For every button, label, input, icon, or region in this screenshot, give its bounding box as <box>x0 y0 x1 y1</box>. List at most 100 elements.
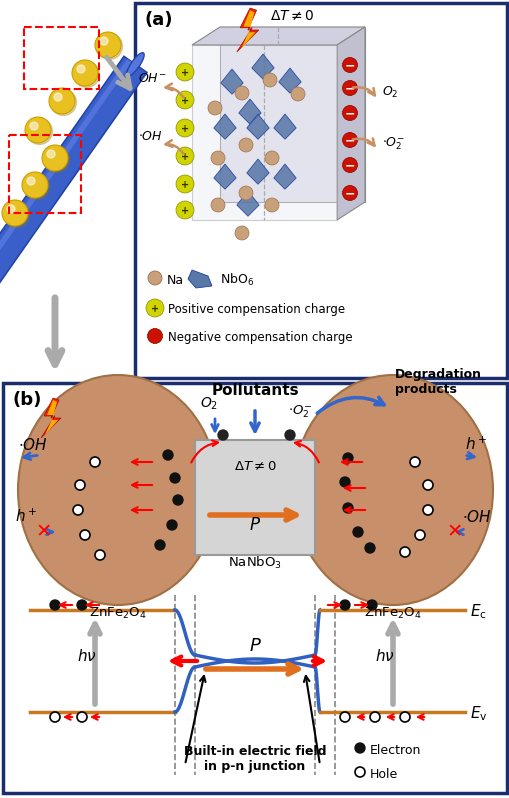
Text: $E_{\rm c}$: $E_{\rm c}$ <box>469 602 486 622</box>
Circle shape <box>26 118 52 144</box>
Circle shape <box>77 65 85 73</box>
Circle shape <box>263 73 276 87</box>
Circle shape <box>54 93 62 101</box>
Text: +: + <box>181 206 189 216</box>
Circle shape <box>342 132 357 148</box>
Text: +: + <box>151 304 159 314</box>
Circle shape <box>155 540 165 550</box>
Text: $h\nu$: $h\nu$ <box>374 648 394 664</box>
Circle shape <box>176 175 193 193</box>
Circle shape <box>50 712 60 722</box>
Circle shape <box>342 185 357 200</box>
Circle shape <box>399 712 409 722</box>
Polygon shape <box>273 164 296 189</box>
Polygon shape <box>191 27 364 45</box>
Text: +: + <box>181 152 189 162</box>
Circle shape <box>208 101 221 115</box>
Polygon shape <box>45 400 58 435</box>
Circle shape <box>176 63 193 81</box>
Text: $P$: $P$ <box>248 516 261 534</box>
Circle shape <box>100 37 108 45</box>
Circle shape <box>235 226 248 240</box>
Circle shape <box>211 198 224 212</box>
Circle shape <box>7 205 15 213</box>
Circle shape <box>369 712 379 722</box>
Circle shape <box>77 712 87 722</box>
Circle shape <box>25 117 51 143</box>
Text: $P$: $P$ <box>248 637 261 655</box>
Circle shape <box>80 530 90 540</box>
Circle shape <box>399 547 409 557</box>
Circle shape <box>291 87 304 101</box>
Circle shape <box>73 505 83 515</box>
Polygon shape <box>0 59 132 283</box>
Circle shape <box>4 202 30 227</box>
Ellipse shape <box>18 375 217 605</box>
Ellipse shape <box>126 53 144 76</box>
Circle shape <box>163 450 173 460</box>
Circle shape <box>422 505 432 515</box>
Circle shape <box>265 151 278 165</box>
Circle shape <box>285 430 294 440</box>
Circle shape <box>148 271 162 285</box>
Text: $h\nu$: $h\nu$ <box>77 648 97 664</box>
Circle shape <box>42 145 68 171</box>
Text: −: − <box>344 160 355 172</box>
Circle shape <box>340 477 349 487</box>
Circle shape <box>217 430 228 440</box>
Circle shape <box>176 119 193 137</box>
Polygon shape <box>219 27 364 202</box>
Text: −: − <box>344 135 355 148</box>
Circle shape <box>90 457 100 467</box>
Circle shape <box>72 60 98 86</box>
Circle shape <box>239 138 252 152</box>
Polygon shape <box>273 114 296 139</box>
Text: Hole: Hole <box>369 768 398 780</box>
Circle shape <box>211 151 224 165</box>
Circle shape <box>342 105 357 120</box>
Text: NbO$_6$: NbO$_6$ <box>219 272 254 288</box>
Polygon shape <box>336 27 364 220</box>
Polygon shape <box>0 57 147 294</box>
Bar <box>24 27 99 89</box>
Circle shape <box>22 172 48 198</box>
Bar <box>194 440 315 555</box>
Polygon shape <box>191 45 336 220</box>
Text: $h^+$: $h^+$ <box>15 508 38 525</box>
Text: +: + <box>181 68 189 78</box>
Text: $\cdot OH$: $\cdot OH$ <box>18 437 48 453</box>
Circle shape <box>364 543 374 553</box>
Circle shape <box>95 32 121 58</box>
Text: $O_2$: $O_2$ <box>381 85 398 100</box>
Circle shape <box>342 57 357 73</box>
Circle shape <box>342 157 357 172</box>
Text: $h^+$: $h^+$ <box>464 436 487 453</box>
Circle shape <box>23 173 49 200</box>
Polygon shape <box>236 191 259 216</box>
Circle shape <box>340 600 349 610</box>
Text: $\cdot OH$: $\cdot OH$ <box>461 509 491 525</box>
Text: $OH^{-}$: $OH^{-}$ <box>138 72 166 85</box>
Text: ✕: ✕ <box>446 523 462 542</box>
Text: $\cdot O_2^{-}$: $\cdot O_2^{-}$ <box>381 136 404 152</box>
Polygon shape <box>241 10 255 49</box>
Polygon shape <box>236 8 258 52</box>
Text: Built-in electric field
in p-n junction: Built-in electric field in p-n junction <box>183 745 326 773</box>
Circle shape <box>173 495 183 505</box>
Circle shape <box>176 201 193 219</box>
Circle shape <box>366 600 376 610</box>
Circle shape <box>414 530 424 540</box>
Polygon shape <box>238 99 261 124</box>
Circle shape <box>422 480 432 490</box>
Text: ✕: ✕ <box>36 523 52 542</box>
Text: $\cdot O_2^{-}$: $\cdot O_2^{-}$ <box>288 404 312 421</box>
Text: (b): (b) <box>13 391 42 409</box>
Circle shape <box>343 453 352 463</box>
Ellipse shape <box>293 375 492 605</box>
Polygon shape <box>213 114 236 139</box>
Text: Degradation
products: Degradation products <box>394 368 481 396</box>
Polygon shape <box>41 398 61 438</box>
Circle shape <box>96 34 122 60</box>
Text: NaNbO$_3$: NaNbO$_3$ <box>228 555 281 571</box>
Circle shape <box>50 89 76 116</box>
